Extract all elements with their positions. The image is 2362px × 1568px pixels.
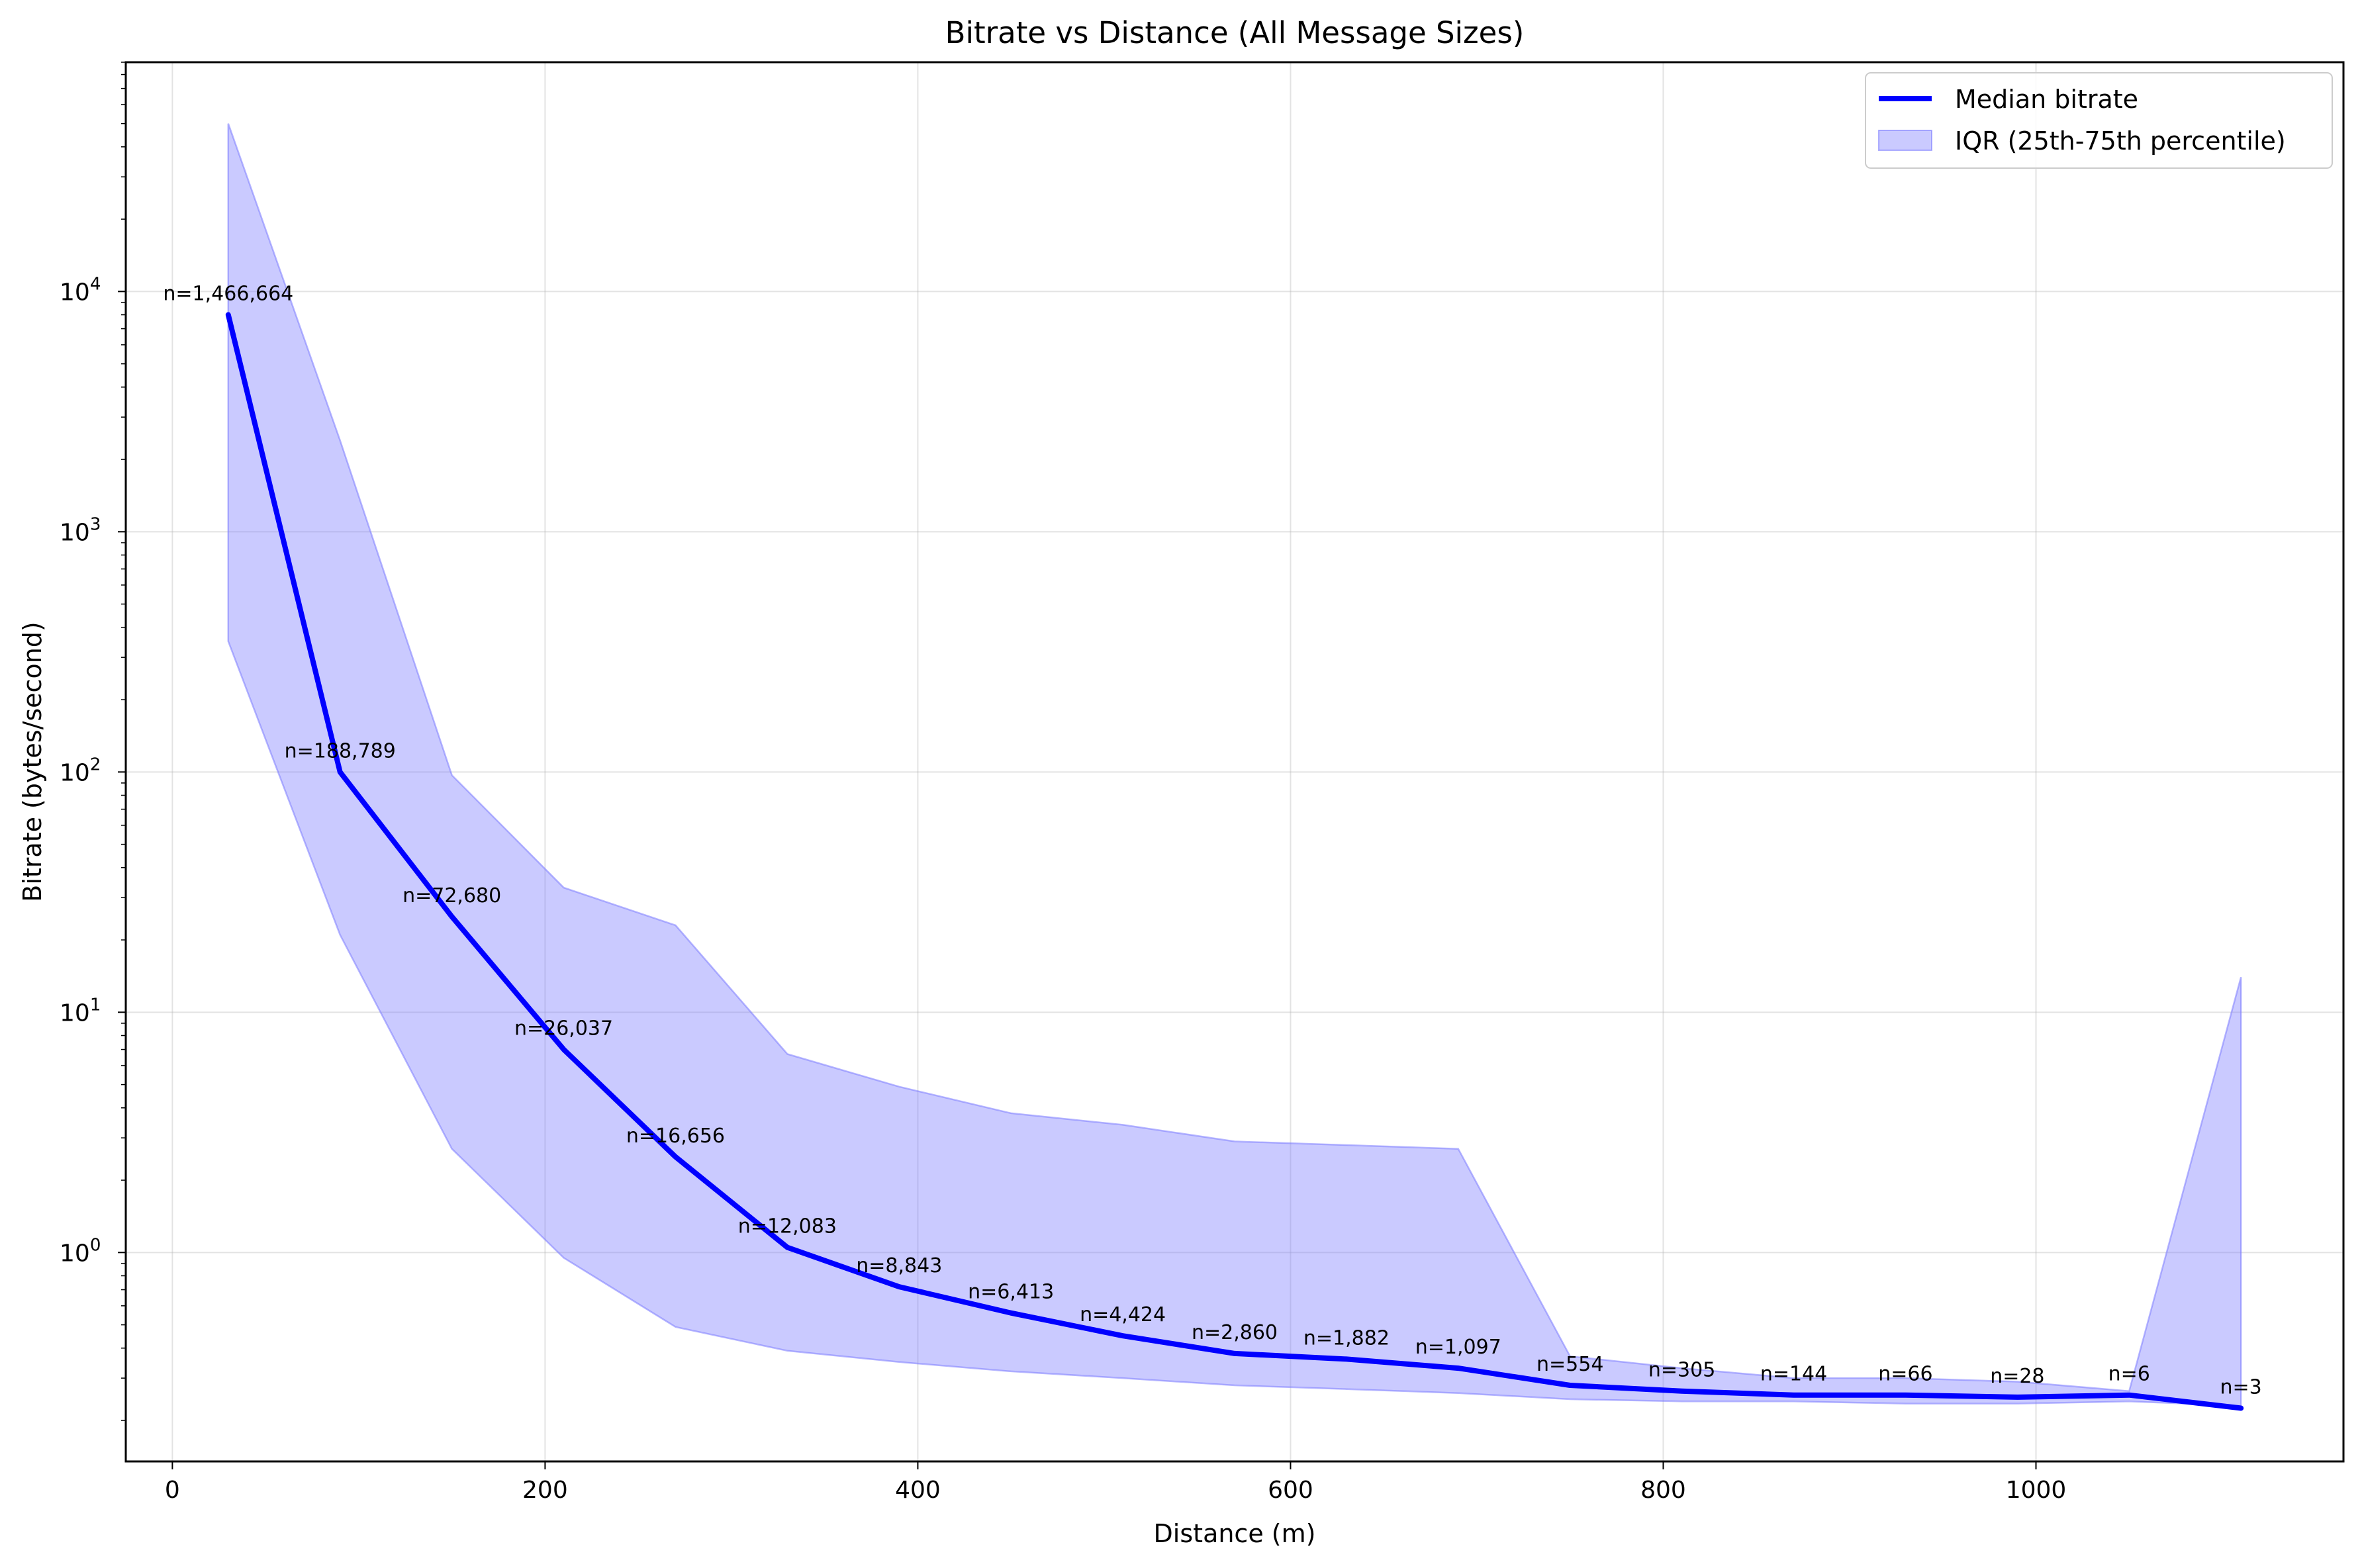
sample-count-label: n=1,882 xyxy=(1303,1326,1390,1350)
sample-count-label: n=28 xyxy=(1990,1365,2044,1388)
x-tick-label: 400 xyxy=(895,1477,941,1504)
y-tick-label: 104 xyxy=(60,274,101,306)
sample-count-label: n=554 xyxy=(1536,1353,1603,1376)
sample-count-label: n=305 xyxy=(1648,1359,1715,1382)
grid-lines xyxy=(126,62,2343,1461)
sample-count-label: n=26,037 xyxy=(514,1017,613,1040)
sample-count-annotations: n=1,466,664 n=188,789 n=72,680 n=26,037 n=16… xyxy=(163,283,2261,1399)
sample-count-label: n=2,860 xyxy=(1192,1321,1278,1344)
legend-iqr-swatch xyxy=(1878,130,1932,151)
x-axis-ticks: 0 200 400 600 800 1000 xyxy=(165,1461,2066,1504)
sample-count-label: n=144 xyxy=(1760,1363,1827,1386)
sample-count-label: n=4,424 xyxy=(1080,1303,1166,1326)
sample-count-label: n=8,843 xyxy=(856,1254,942,1277)
sample-count-label: n=188,789 xyxy=(285,739,396,762)
sample-count-label: n=1,466,664 xyxy=(163,283,293,306)
x-tick-label: 800 xyxy=(1640,1477,1686,1504)
y-axis-ticks: 100 101 102 103 104 xyxy=(60,62,126,1421)
y-axis-title: Bitrate (bytes/second) xyxy=(18,622,47,901)
x-tick-label: 1000 xyxy=(2006,1477,2067,1504)
y-tick-label: 103 xyxy=(60,514,101,546)
legend-box xyxy=(1865,72,2333,169)
sample-count-label: n=6,413 xyxy=(968,1281,1054,1304)
legend-median-label: Median bitrate xyxy=(1955,85,2138,114)
y-tick-label: 101 xyxy=(60,995,101,1027)
sample-count-label: n=66 xyxy=(1878,1363,1932,1386)
sample-count-label: n=3 xyxy=(2220,1375,2262,1399)
x-tick-label: 200 xyxy=(522,1477,568,1504)
legend: Median bitrate IQR (25th-75th percentile… xyxy=(1865,72,2333,169)
x-axis-title: Distance (m) xyxy=(1154,1519,1316,1548)
plot-frame xyxy=(124,61,2345,1463)
y-tick-label: 102 xyxy=(60,755,101,786)
x-tick-label: 600 xyxy=(1268,1477,1313,1504)
sample-count-label: n=16,656 xyxy=(626,1125,725,1148)
sample-count-label: n=12,083 xyxy=(738,1215,837,1238)
x-tick-label: 0 xyxy=(165,1477,180,1504)
median-bitrate-line xyxy=(225,312,2244,1411)
chart-title: Bitrate vs Distance (All Message Sizes) xyxy=(945,15,1525,50)
y-tick-label: 100 xyxy=(60,1235,101,1267)
sample-count-label: n=72,680 xyxy=(402,884,501,907)
sample-count-label: n=1,097 xyxy=(1415,1336,1501,1359)
sample-count-label: n=6 xyxy=(2108,1363,2150,1386)
series-line-layer xyxy=(225,312,2244,1411)
legend-iqr-label: IQR (25th-75th percentile) xyxy=(1955,126,2286,156)
